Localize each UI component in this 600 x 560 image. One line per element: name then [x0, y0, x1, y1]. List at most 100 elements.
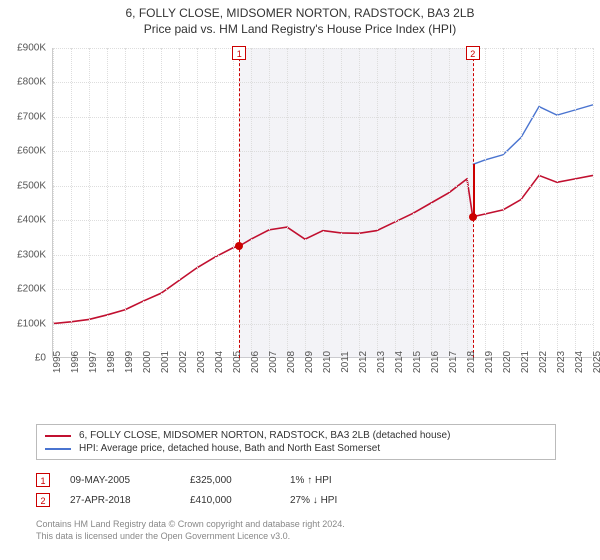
- gridline-v: [377, 48, 378, 358]
- x-tick-label: 2009: [304, 351, 315, 373]
- legend-swatch: [45, 435, 71, 437]
- x-tick-label: 2019: [484, 351, 495, 373]
- event-row: 2 27-APR-2018 £410,000 27% ↓ HPI: [36, 490, 556, 510]
- gridline-v: [143, 48, 144, 358]
- y-tick-label: £0: [35, 353, 46, 364]
- title-line-2: Price paid vs. HM Land Registry's House …: [0, 22, 600, 36]
- sale-marker-box: 1: [232, 46, 246, 60]
- y-tick-label: £300K: [17, 249, 46, 260]
- plot-area: 12: [52, 48, 592, 358]
- event-price: £325,000: [190, 475, 270, 486]
- x-tick-label: 1995: [52, 351, 63, 373]
- title-block: 6, FOLLY CLOSE, MIDSOMER NORTON, RADSTOC…: [0, 0, 600, 36]
- x-tick-label: 2021: [520, 351, 531, 373]
- x-tick-label: 2016: [430, 351, 441, 373]
- gridline-v: [251, 48, 252, 358]
- x-tick-label: 2020: [502, 351, 513, 373]
- x-tick-label: 2010: [322, 351, 333, 373]
- event-price: £410,000: [190, 495, 270, 506]
- x-tick-label: 1999: [124, 351, 135, 373]
- x-tick-label: 2006: [250, 351, 261, 373]
- chart-container: 6, FOLLY CLOSE, MIDSOMER NORTON, RADSTOC…: [0, 0, 600, 560]
- x-tick-label: 2012: [358, 351, 369, 373]
- x-tick-label: 2004: [214, 351, 225, 373]
- x-tick-label: 2015: [412, 351, 423, 373]
- footer: Contains HM Land Registry data © Crown c…: [36, 518, 556, 542]
- gridline-v: [593, 48, 594, 358]
- x-tick-label: 2011: [340, 351, 351, 373]
- gridline-v: [539, 48, 540, 358]
- gridline-v: [197, 48, 198, 358]
- gridline-v: [161, 48, 162, 358]
- gridline-v: [359, 48, 360, 358]
- gridline-v: [287, 48, 288, 358]
- gridline-v: [179, 48, 180, 358]
- y-tick-label: £400K: [17, 215, 46, 226]
- gridline-v: [233, 48, 234, 358]
- gridline-v: [485, 48, 486, 358]
- x-tick-label: 2025: [592, 351, 600, 373]
- event-marker-box: 2: [36, 493, 50, 507]
- event-delta: 1% ↑ HPI: [290, 475, 380, 486]
- x-tick-label: 1996: [70, 351, 81, 373]
- gridline-v: [395, 48, 396, 358]
- gridline-v: [71, 48, 72, 358]
- x-tick-label: 2001: [160, 351, 171, 373]
- x-tick-label: 2008: [286, 351, 297, 373]
- gridline-v: [125, 48, 126, 358]
- event-marker-box: 1: [36, 473, 50, 487]
- sale-marker-dot: [235, 242, 243, 250]
- event-delta: 27% ↓ HPI: [290, 495, 380, 506]
- y-tick-label: £700K: [17, 111, 46, 122]
- y-tick-label: £900K: [17, 43, 46, 54]
- legend-label: 6, FOLLY CLOSE, MIDSOMER NORTON, RADSTOC…: [79, 430, 450, 441]
- x-tick-label: 2017: [448, 351, 459, 373]
- gridline-v: [575, 48, 576, 358]
- gridline-v: [557, 48, 558, 358]
- gridline-v: [521, 48, 522, 358]
- legend: 6, FOLLY CLOSE, MIDSOMER NORTON, RADSTOC…: [36, 424, 556, 460]
- gridline-v: [53, 48, 54, 358]
- x-tick-label: 2014: [394, 351, 405, 373]
- x-tick-label: 2000: [142, 351, 153, 373]
- y-tick-label: £500K: [17, 180, 46, 191]
- x-tick-label: 2023: [556, 351, 567, 373]
- sale-marker-vline: [239, 48, 240, 358]
- legend-row: 6, FOLLY CLOSE, MIDSOMER NORTON, RADSTOC…: [45, 429, 547, 442]
- x-tick-label: 2002: [178, 351, 189, 373]
- x-tick-label: 2024: [574, 351, 585, 373]
- event-date: 09-MAY-2005: [70, 475, 170, 486]
- x-tick-label: 2005: [232, 351, 243, 373]
- legend-swatch: [45, 448, 71, 450]
- gridline-v: [323, 48, 324, 358]
- y-tick-label: £600K: [17, 146, 46, 157]
- x-tick-label: 2007: [268, 351, 279, 373]
- gridline-v: [89, 48, 90, 358]
- footer-line-1: Contains HM Land Registry data © Crown c…: [36, 518, 556, 530]
- x-tick-label: 2003: [196, 351, 207, 373]
- gridline-v: [431, 48, 432, 358]
- gridline-v: [215, 48, 216, 358]
- gridline-v: [269, 48, 270, 358]
- event-date: 27-APR-2018: [70, 495, 170, 506]
- y-tick-label: £800K: [17, 77, 46, 88]
- gridline-v: [107, 48, 108, 358]
- gridline-v: [305, 48, 306, 358]
- title-line-1: 6, FOLLY CLOSE, MIDSOMER NORTON, RADSTOC…: [0, 6, 600, 20]
- events-table: 1 09-MAY-2005 £325,000 1% ↑ HPI 2 27-APR-2018…: [36, 470, 556, 510]
- chart-area: 12 £0£100K£200K£300K£400K£500K£600K£700K…: [52, 48, 592, 388]
- sale-marker-dot: [469, 213, 477, 221]
- x-tick-label: 1998: [106, 351, 117, 373]
- footer-line-2: This data is licensed under the Open Gov…: [36, 530, 556, 542]
- gridline-v: [341, 48, 342, 358]
- y-tick-label: £100K: [17, 318, 46, 329]
- sale-marker-box: 2: [466, 46, 480, 60]
- gridline-v: [449, 48, 450, 358]
- x-tick-label: 2013: [376, 351, 387, 373]
- gridline-v: [467, 48, 468, 358]
- x-tick-label: 2022: [538, 351, 549, 373]
- gridline-v: [413, 48, 414, 358]
- gridline-v: [503, 48, 504, 358]
- legend-row: HPI: Average price, detached house, Bath…: [45, 442, 547, 455]
- event-row: 1 09-MAY-2005 £325,000 1% ↑ HPI: [36, 470, 556, 490]
